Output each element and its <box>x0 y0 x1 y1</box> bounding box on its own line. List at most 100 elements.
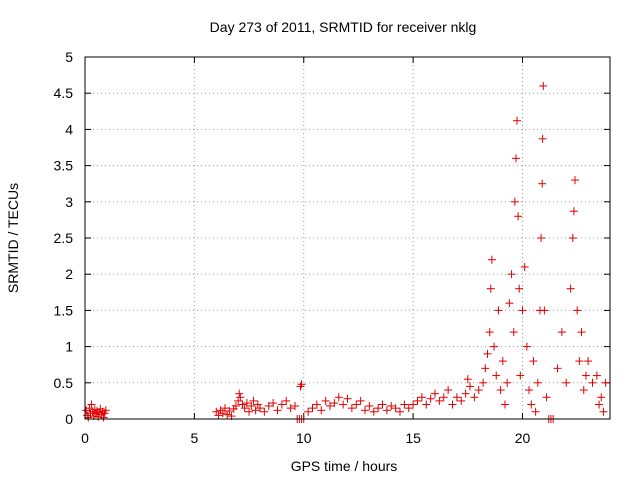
data-point <box>308 404 317 413</box>
x-tick-label: 10 <box>296 430 312 446</box>
y-tick-label: 3 <box>65 194 73 210</box>
data-point <box>435 396 444 405</box>
grid-layer <box>85 57 610 419</box>
data-point <box>439 393 448 402</box>
data-point <box>588 378 597 387</box>
y-tick-label: 4.5 <box>54 85 74 101</box>
data-point <box>413 396 422 405</box>
data-point <box>247 401 256 410</box>
data-point <box>264 401 273 410</box>
data-point <box>240 404 249 413</box>
data-point <box>404 404 413 413</box>
data-point <box>251 406 260 415</box>
data-point <box>577 328 586 337</box>
data-point <box>503 378 512 387</box>
data-point <box>470 393 479 402</box>
data-point <box>573 306 582 315</box>
data-point <box>485 328 494 337</box>
data-point <box>238 400 247 409</box>
data-point <box>474 386 483 395</box>
data-point <box>273 406 282 415</box>
data-point <box>235 389 244 398</box>
data-point <box>540 306 549 315</box>
data-point <box>444 386 453 395</box>
y-axis-label: SRMTID / TECUs <box>5 183 21 293</box>
data-point <box>365 401 374 410</box>
data-point <box>334 393 343 402</box>
x-tick-label: 5 <box>190 430 198 446</box>
data-point <box>516 371 525 380</box>
data-point <box>492 371 501 380</box>
data-point <box>448 400 457 409</box>
data-point <box>579 386 588 395</box>
data-point <box>575 357 584 366</box>
data-point <box>426 394 435 403</box>
data-point <box>387 401 396 410</box>
x-tick-label: 0 <box>81 430 89 446</box>
data-point <box>352 400 361 409</box>
data-point <box>537 234 546 242</box>
data-point <box>479 378 488 387</box>
data-point <box>374 404 383 413</box>
data-point <box>236 393 245 402</box>
y-tick-label: 4 <box>65 121 73 137</box>
data-point <box>557 328 566 337</box>
axis-ticks: 0 0.5 1 1.5 2 2.5 3 3.5 4 4.5 5 0 5 10 15 20 <box>54 49 610 446</box>
data-point <box>527 400 536 409</box>
data-point <box>84 413 93 422</box>
y-tick-label: 2 <box>65 266 73 282</box>
chart-title: Day 273 of 2011, SRMTID for receiver nkl… <box>210 19 477 35</box>
data-point <box>481 364 490 373</box>
data-point <box>317 406 326 415</box>
data-point <box>562 378 571 387</box>
x-axis-label: GPS time / hours <box>291 458 398 474</box>
y-tick-label: 1.5 <box>54 302 74 318</box>
data-point <box>581 371 590 380</box>
data-point <box>343 394 352 403</box>
data-point <box>396 407 404 416</box>
data-point <box>347 404 356 413</box>
data-point <box>277 400 286 409</box>
data-point <box>507 270 516 279</box>
y-tick-label: 5 <box>65 49 73 65</box>
data-point <box>601 378 610 387</box>
data-point <box>505 299 514 308</box>
data-point <box>522 342 531 351</box>
data-point <box>509 328 518 337</box>
data-point <box>87 400 96 409</box>
data-point <box>339 400 348 409</box>
data-point <box>321 396 330 405</box>
data-point <box>253 400 262 409</box>
data-point <box>242 399 251 408</box>
data-point <box>369 407 378 416</box>
data-point <box>330 399 339 408</box>
data-point <box>569 207 578 216</box>
data-point <box>225 407 234 416</box>
data-point <box>542 393 551 402</box>
data-point <box>382 406 391 415</box>
data-point <box>260 407 269 416</box>
data-point <box>223 410 232 419</box>
data-point <box>553 364 562 373</box>
data-point <box>597 393 606 402</box>
data-point <box>218 409 227 418</box>
data-point <box>510 197 519 206</box>
data-point <box>326 401 334 410</box>
data-point <box>513 116 522 125</box>
data-point <box>514 212 523 221</box>
data-point <box>520 262 529 271</box>
data-point <box>466 382 474 391</box>
data-point <box>592 371 601 380</box>
data-point <box>361 406 369 415</box>
data-point <box>99 413 108 422</box>
data-point <box>378 400 387 409</box>
data-point <box>538 134 547 143</box>
data-point <box>256 404 264 413</box>
data-point <box>584 357 593 366</box>
data-point <box>566 284 575 293</box>
data-point <box>282 396 291 405</box>
data-point <box>529 357 538 366</box>
data-point <box>463 375 472 384</box>
data-point <box>422 400 431 409</box>
